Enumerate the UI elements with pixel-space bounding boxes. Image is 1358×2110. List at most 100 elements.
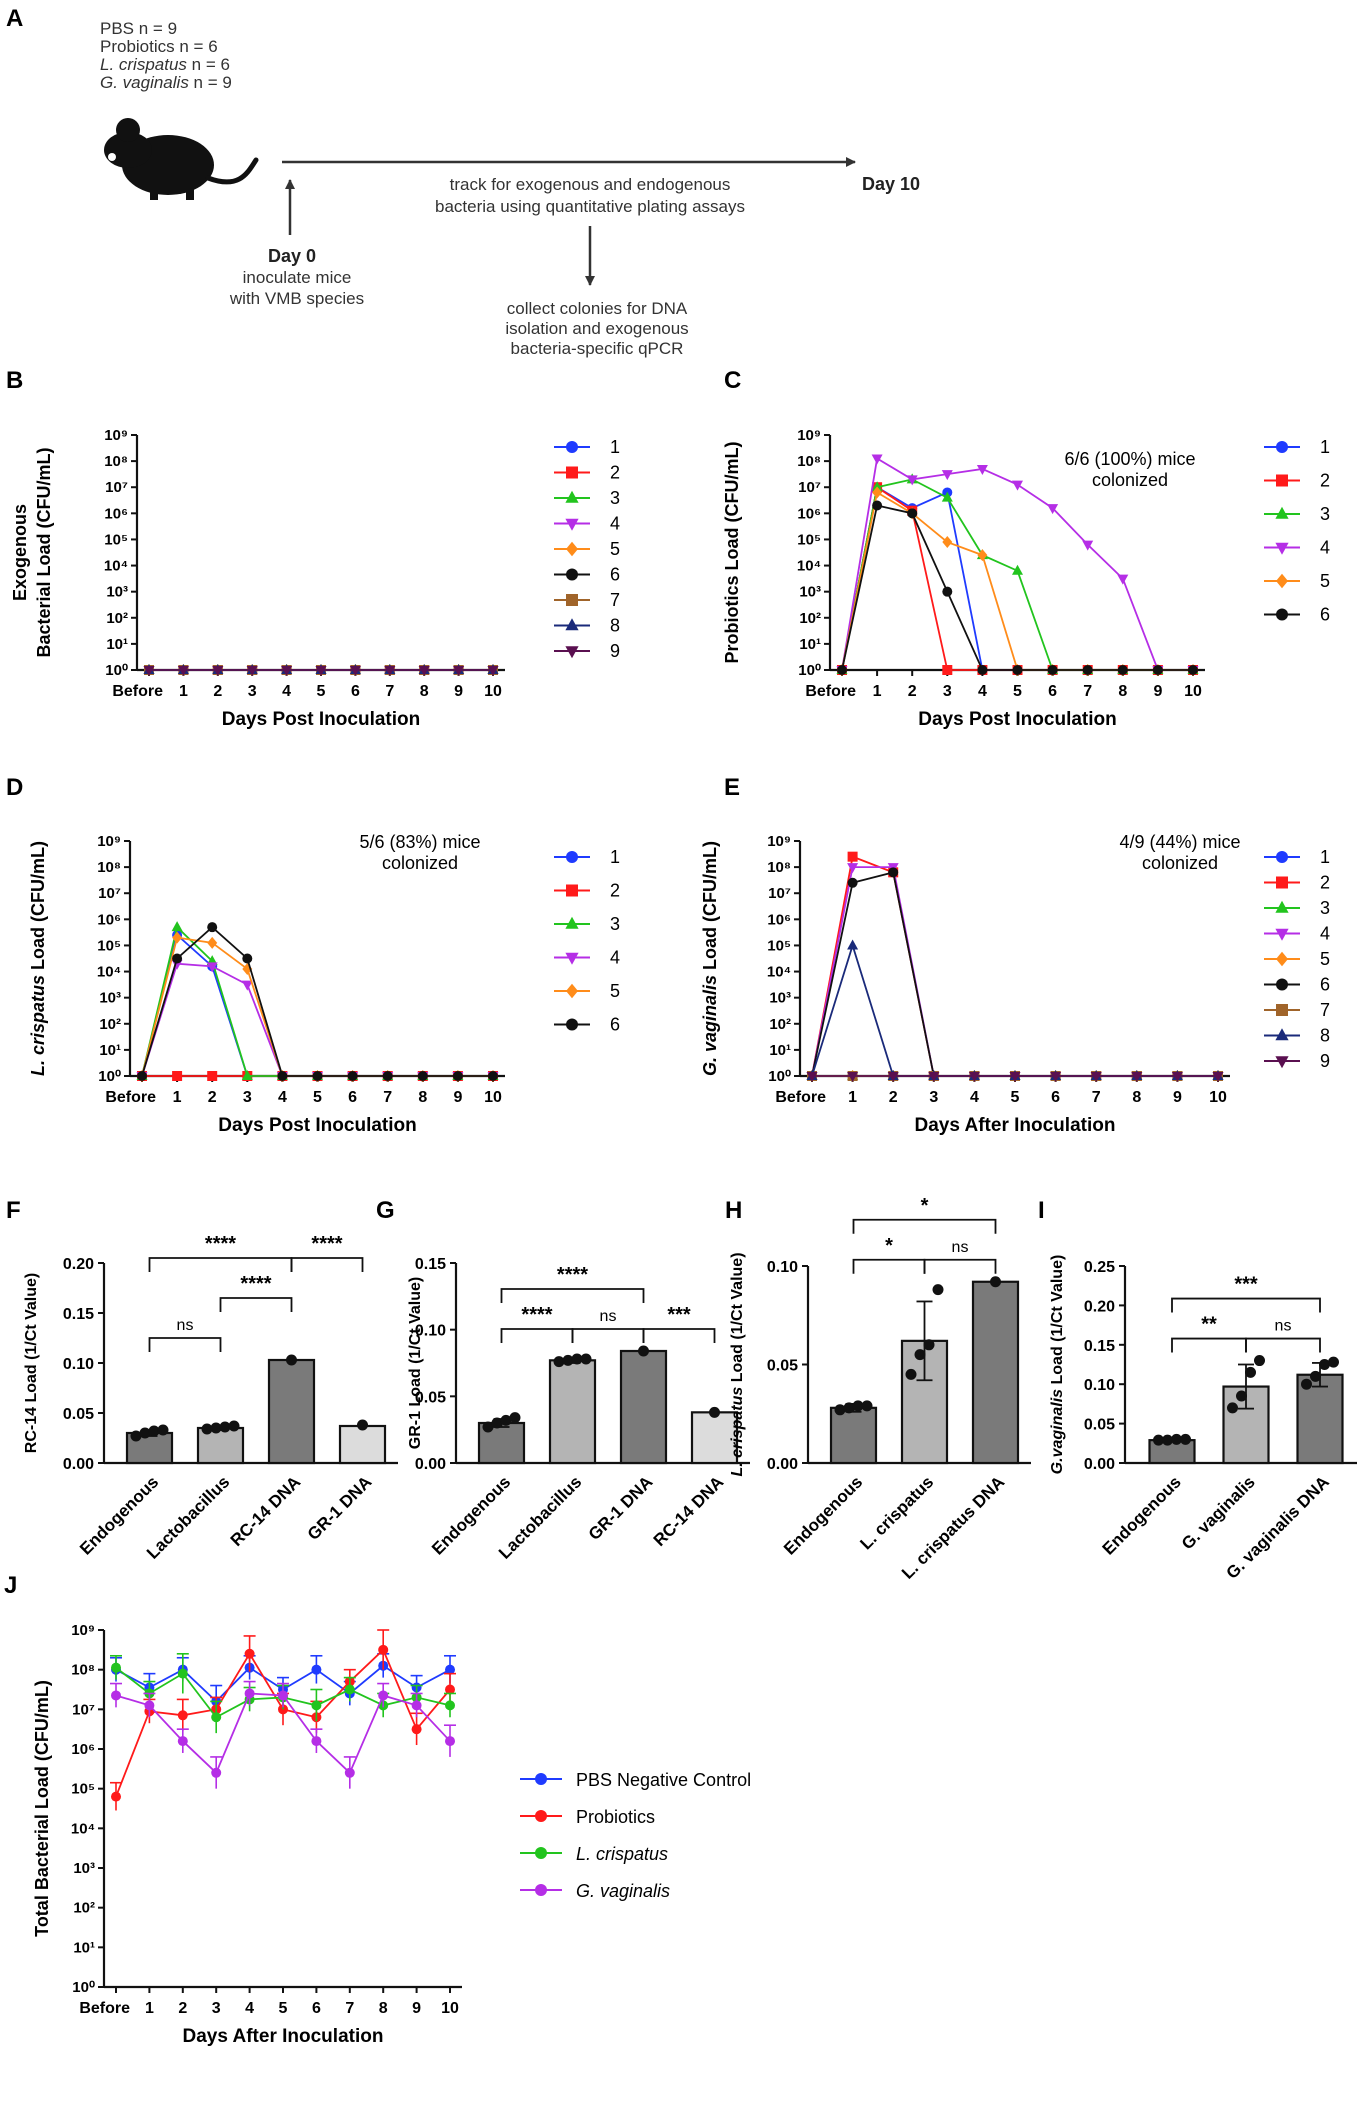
panel-label: G <box>376 1197 395 1224</box>
data-point <box>1152 665 1163 675</box>
y-axis-label: G.vaginalis Load (1/Ct Value) <box>1049 1255 1066 1475</box>
x-tick-label: 8 <box>420 683 429 700</box>
data-point <box>487 666 499 676</box>
data-point <box>201 1423 213 1435</box>
legend-label: 4 <box>610 514 620 534</box>
data-point <box>852 1400 864 1412</box>
y-axis-label-part: Load (1/Ct Value) <box>729 1252 746 1386</box>
data-point <box>906 475 918 486</box>
x-tick-label: 3 <box>243 1089 252 1106</box>
colonized-annotation: 6/6 (100%) mice <box>1064 449 1195 469</box>
data-point <box>139 1427 151 1439</box>
legend-label: 4 <box>610 948 620 968</box>
data-point <box>246 666 258 676</box>
y-tick-label: 10⁷ <box>798 479 821 496</box>
panel-label: D <box>6 774 23 801</box>
y-axis-label-italic: G.vaginalis <box>1049 1389 1066 1474</box>
y-tick-label: 0.00 <box>767 1456 798 1473</box>
series-line <box>841 485 1193 671</box>
y-tick-label: 10⁶ <box>797 505 821 522</box>
x-tick-label: 3 <box>943 683 952 700</box>
significance-label: **** <box>521 1304 552 1326</box>
x-tick-label: 6 <box>1048 683 1057 700</box>
data-point <box>500 1414 512 1426</box>
y-axis-label-part: Load (CFU/mL) <box>28 841 48 975</box>
data-point <box>1047 665 1058 675</box>
track-text-2: bacteria using quantitative plating assa… <box>435 197 745 216</box>
data-point <box>847 939 859 950</box>
legend-marker <box>1276 608 1288 621</box>
legend-label: 3 <box>610 488 620 508</box>
data-point <box>942 665 953 675</box>
legend-label: 7 <box>610 590 620 610</box>
data-point <box>638 1345 649 1357</box>
category-label: GR-1 DNA <box>585 1472 657 1544</box>
x-tick-label: 1 <box>145 2000 154 2017</box>
data-point <box>242 953 253 964</box>
data-point <box>1301 1378 1312 1390</box>
significance-label: *** <box>1234 1274 1258 1296</box>
bar <box>971 1280 1020 1465</box>
x-axis-label: Days Post Inoculation <box>918 709 1116 730</box>
data-point <box>806 1072 818 1082</box>
data-point <box>241 980 253 991</box>
data-point <box>571 1353 583 1365</box>
x-tick-label: 6 <box>351 683 360 700</box>
panel-label: C <box>724 367 741 394</box>
data-point <box>281 666 293 676</box>
data-point <box>941 470 953 481</box>
data-point <box>843 1402 855 1414</box>
legend-marker <box>1276 1004 1288 1016</box>
data-point <box>887 1072 899 1082</box>
significance-label: * <box>921 1195 929 1217</box>
data-point <box>1162 1434 1173 1446</box>
legend-label: 1 <box>1320 437 1330 457</box>
data-point <box>207 1071 218 1081</box>
y-tick-label: 10² <box>106 610 128 627</box>
data-point <box>453 666 465 676</box>
significance-label: **** <box>240 1273 271 1295</box>
data-point <box>1153 1434 1164 1446</box>
significance-bracket <box>571 1328 645 1343</box>
y-tick-label: 0.15 <box>415 1256 446 1273</box>
y-axis-label-italic: L. crispatus <box>28 975 48 1076</box>
y-tick-label: 10⁷ <box>72 1701 95 1718</box>
x-tick-label: 10 <box>441 2000 459 2017</box>
panel-i: I 0.00 0.05 0.10 0.15 0.20 0.25 G.vaginalis Loa… <box>1038 1197 1357 1583</box>
y-tick-label: 10⁶ <box>71 1741 95 1758</box>
legend-label: G. vaginalis <box>576 1881 670 1901</box>
y-tick-label: 10¹ <box>769 1042 791 1059</box>
data-point <box>411 1700 422 1711</box>
x-tick-label: 8 <box>379 2000 388 2017</box>
y-tick-label: 0.15 <box>1084 1338 1115 1355</box>
data-point <box>1012 480 1023 491</box>
significance-bracket <box>852 1218 997 1234</box>
data-point <box>172 953 183 964</box>
x-tick-label: 7 <box>385 683 394 700</box>
data-point <box>1117 665 1128 675</box>
x-tick-label: 10 <box>1184 683 1202 700</box>
y-tick-label: 0.00 <box>415 1456 446 1473</box>
y-tick-label: 10⁸ <box>767 859 791 876</box>
data-point <box>1227 1402 1238 1414</box>
data-point <box>172 931 183 944</box>
significance-bracket <box>923 1258 997 1274</box>
data-point <box>311 1736 322 1747</box>
y-tick-label: 10⁴ <box>767 964 791 981</box>
legend-label: 1 <box>610 437 620 457</box>
x-tick-label: 8 <box>1118 683 1127 700</box>
day-end-label: Day 10 <box>862 174 920 194</box>
x-tick-label: 9 <box>453 1089 462 1106</box>
legend-label: 4 <box>1320 538 1330 558</box>
legend-label: 7 <box>1320 1000 1330 1020</box>
y-tick-label: 10² <box>99 1016 121 1033</box>
colonized-annotation: 5/6 (83%) mice <box>359 832 480 852</box>
data-point <box>1171 1072 1183 1082</box>
data-point <box>1009 1072 1021 1082</box>
x-tick-label: 5 <box>313 1089 322 1106</box>
legend-marker <box>565 490 579 503</box>
legend-marker <box>1275 900 1289 913</box>
collect-text-3: bacteria-specific qPCR <box>511 339 684 358</box>
y-tick-label: 10³ <box>73 1860 95 1877</box>
data-point <box>488 1071 498 1081</box>
